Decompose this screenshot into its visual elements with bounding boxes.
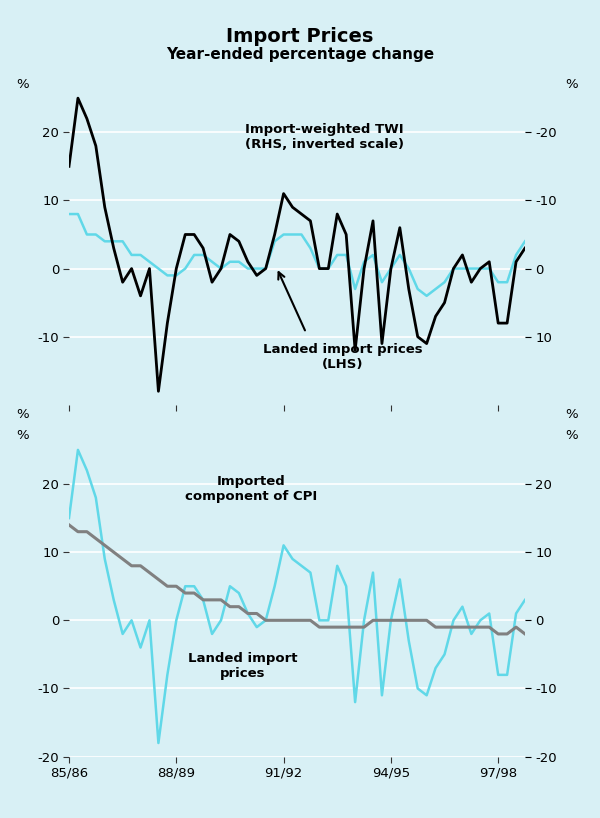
Text: Year-ended percentage change: Year-ended percentage change	[166, 47, 434, 62]
Text: %: %	[565, 429, 577, 443]
Text: %: %	[565, 408, 577, 421]
Text: %: %	[17, 408, 29, 421]
Text: Import Prices: Import Prices	[226, 27, 374, 46]
Text: Landed import prices
(LHS): Landed import prices (LHS)	[263, 343, 422, 371]
Text: %: %	[17, 429, 29, 443]
Text: Import-weighted TWI
(RHS, inverted scale): Import-weighted TWI (RHS, inverted scale…	[245, 123, 404, 151]
Text: Imported
component of CPI: Imported component of CPI	[185, 475, 317, 503]
Text: %: %	[565, 78, 577, 91]
Text: Landed import
prices: Landed import prices	[188, 652, 297, 680]
Text: %: %	[17, 78, 29, 91]
